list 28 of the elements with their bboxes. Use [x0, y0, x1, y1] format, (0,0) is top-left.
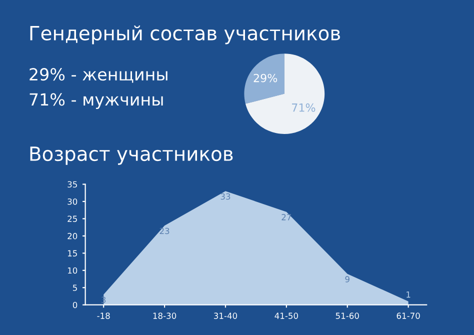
- y-tick-label: 10: [68, 267, 78, 274]
- data-label: 1: [406, 292, 410, 298]
- y-tick-label: 35: [68, 181, 77, 188]
- x-tick-label: -18: [97, 312, 110, 319]
- data-label: 23: [160, 228, 170, 234]
- y-tick-label: 5: [73, 284, 77, 291]
- pie-slice: [244, 54, 284, 104]
- y-tick-label: 15: [68, 250, 77, 256]
- data-label: 29%: [254, 74, 278, 82]
- pie-slice: [245, 54, 325, 134]
- y-tick-label: 0: [72, 302, 78, 308]
- data-label: 27: [282, 214, 292, 220]
- x-tick-label: 61-70: [396, 312, 420, 319]
- data-label: 33: [220, 193, 230, 200]
- x-tick-label: 51-60: [336, 312, 359, 319]
- y-tick-label: 20: [68, 232, 78, 240]
- chart-title: Гендерный состав участников: [30, 26, 340, 44]
- data-label: 9: [345, 276, 350, 282]
- data-label: 3: [102, 296, 106, 304]
- chart-title: Возраст участников: [30, 146, 233, 165]
- text: 29% - женщины: [30, 68, 168, 83]
- y-tick-label: 25: [68, 216, 77, 222]
- data-label: 71%: [292, 103, 316, 112]
- x-tick-label: 41-50: [274, 312, 298, 319]
- y-tick-label: 30: [68, 198, 78, 205]
- x-tick-label: 31-40: [214, 312, 238, 319]
- text: 71% - мужчины: [30, 93, 163, 109]
- x-tick-label: 18-30: [153, 312, 176, 319]
